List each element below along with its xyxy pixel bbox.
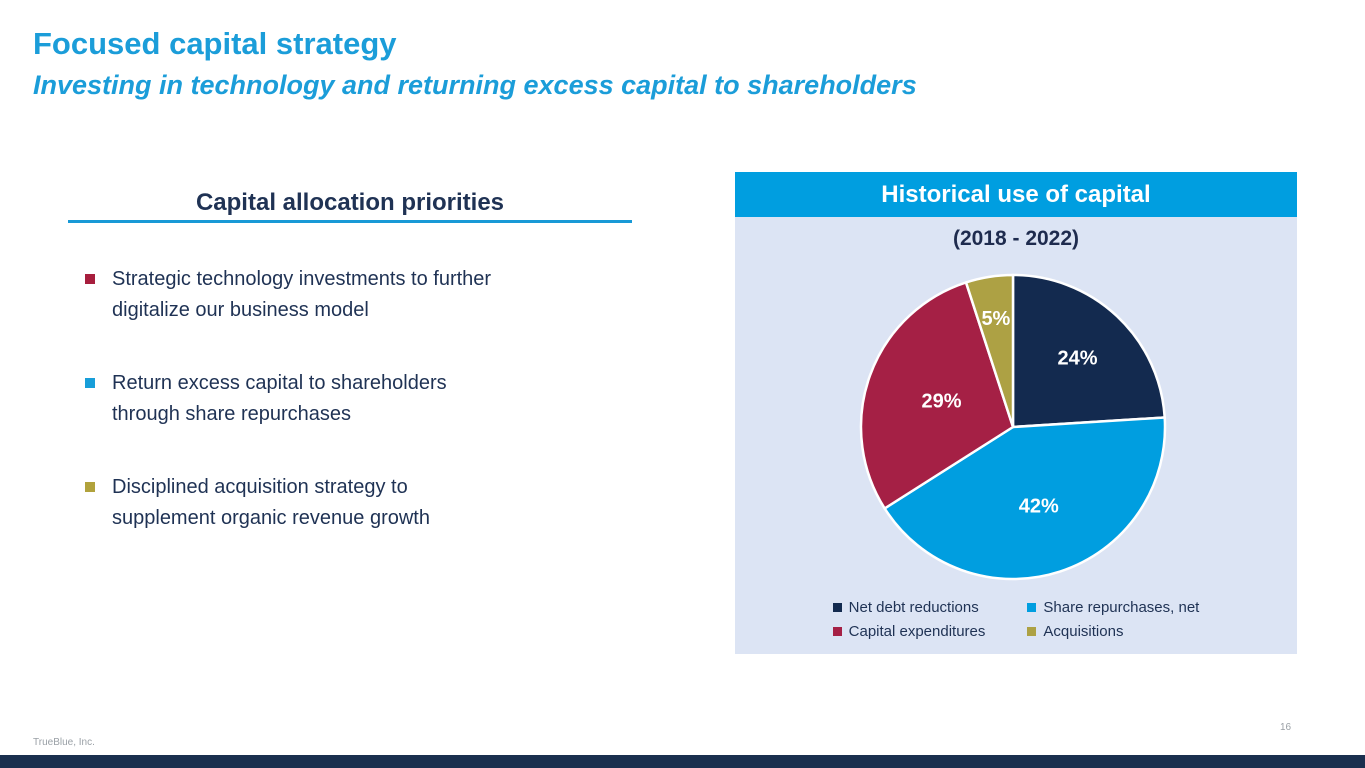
pie-slice-label: 24% [1057,347,1097,369]
bullet-list: Strategic technology investments to furt… [85,264,625,576]
bullet-square-icon [85,274,95,284]
bullet-line: supplement organic revenue growth [112,507,430,529]
chart-legend: Net debt reductions Share repurchases, ne… [735,599,1297,640]
chart-panel: Historical use of capital (2018 - 2022) … [735,172,1297,654]
bullet-item: Return excess capital to shareholders th… [85,368,625,430]
bottom-bar [0,755,1365,768]
bullet-square-icon [85,482,95,492]
bullet-item: Disciplined acquisition strategy to supp… [85,472,625,534]
bullet-text: Return excess capital to shareholders th… [112,368,447,430]
footer-company: TrueBlue, Inc. [33,737,95,748]
legend-label: Acquisitions [1043,623,1124,640]
bullet-line: through share repurchases [112,403,352,425]
legend-item: Net debt reductions [832,599,986,616]
page-number: 16 [1280,722,1292,733]
pie-chart: 24% 42% 29% 5% [859,273,1167,581]
left-panel-heading: Capital allocation priorities [195,189,505,216]
slide-subtitle: Investing in technology and returning ex… [33,70,917,100]
legend-square-icon [832,627,842,636]
legend-item: Share repurchases, net [1027,599,1199,616]
pie-slice-label: 29% [921,390,961,412]
pie-slice-label: 42% [1019,496,1059,518]
legend-label: Share repurchases, net [1043,599,1200,616]
pie-slice [1011,273,1166,429]
slide-title: Focused capital strategy [33,26,397,61]
pie-slice [883,416,1167,581]
legend-item: Capital expenditures [832,623,986,640]
heading-underline [68,220,632,223]
pie-slice-label: 5% [981,308,1010,330]
legend-label: Capital expenditures [848,623,986,640]
pie-slice [859,281,1015,510]
legend-label: Net debt reductions [848,599,979,616]
chart-subtitle: (2018 - 2022) [952,227,1080,250]
bullet-line: Strategic technology investments to furt… [112,268,492,290]
bullet-text: Disciplined acquisition strategy to supp… [112,472,430,534]
chart-header-title: Historical use of capital [881,180,1151,208]
chart-header: Historical use of capital [735,172,1297,217]
pie-slice [964,273,1015,429]
legend-item: Acquisitions [1027,623,1199,640]
bullet-item: Strategic technology investments to furt… [85,264,625,326]
bullet-line: Disciplined acquisition strategy to [112,476,408,498]
bullet-square-icon [85,378,95,388]
legend-square-icon [832,603,842,612]
bullet-text: Strategic technology investments to furt… [112,264,491,326]
chart-body: (2018 - 2022) 24% 42% 29% 5% Net debt reduc… [735,217,1297,654]
bullet-line: Return excess capital to shareholders [112,372,447,394]
legend-square-icon [1027,627,1037,636]
bullet-line: digitalize our business model [112,299,369,321]
legend-square-icon [1027,603,1037,612]
